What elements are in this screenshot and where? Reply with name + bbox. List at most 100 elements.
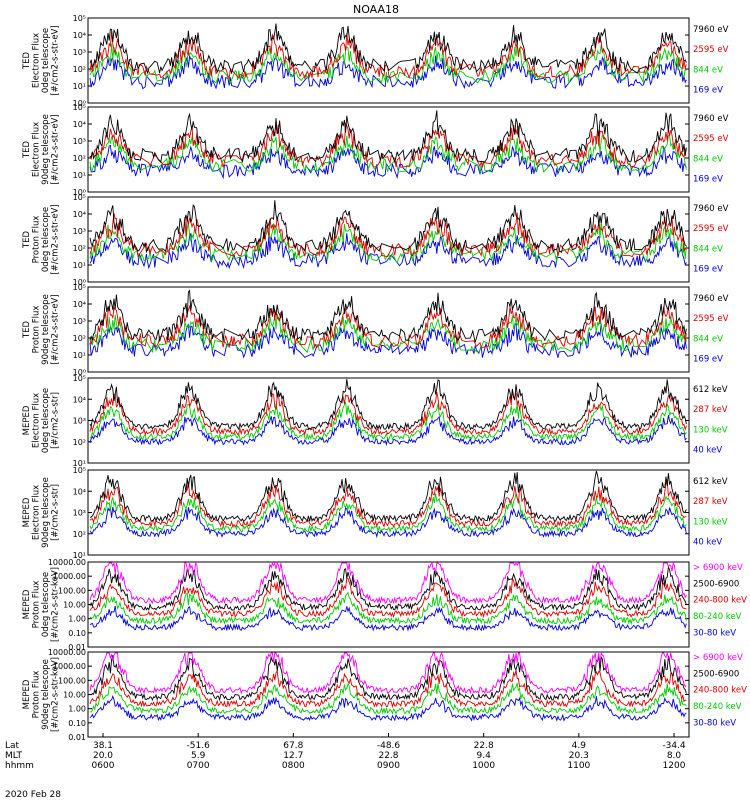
x-tick-label: -34.4: [662, 741, 686, 751]
x-tick-label: 4.9: [572, 741, 587, 751]
x-tick-label: 12.7: [283, 751, 303, 761]
panel-5: 10¹ 10² 10³ 10⁴ 10⁵ MEPEDElectron Flux0deg te…: [22, 374, 728, 468]
flux-trace-e00000: [89, 31, 687, 80]
y-tick-label: 10⁴: [73, 395, 86, 404]
x-tick-label: 5.9: [191, 751, 206, 761]
y-axis-label-line: TED: [22, 51, 32, 70]
legend-entry: > 6900 keV: [693, 653, 743, 663]
panel-2: 10⁰ 10¹ 10² 10³ 10⁴ 10⁵ TEDElectron Flux90deg …: [22, 103, 729, 197]
y-tick-label: 1000.00: [53, 572, 86, 581]
panel-4: 10⁰ 10¹ 10² 10³ 10⁴ 10⁵ TEDProton Flux90deg te…: [22, 283, 729, 377]
y-axis-label-line: 0deg telescope: [41, 572, 51, 637]
flux-trace-e00000: [89, 390, 687, 436]
legend-entry: 130 keV: [693, 425, 728, 435]
panel-7: 0.010.101.0010.00100.001000.0010000.00ME…: [22, 558, 747, 652]
y-axis-label-line: TED: [22, 140, 32, 159]
y-tick-label: 10⁵: [73, 466, 86, 475]
x-row-name: hhmm: [5, 761, 34, 771]
x-tick-label: 0800: [282, 761, 305, 771]
legend-entry: 287 keV: [693, 497, 728, 507]
y-axis-label-line: [#/cm2-s-str-eV]: [50, 204, 60, 274]
y-axis-label-line: Electron Flux: [31, 33, 41, 88]
flux-trace-0000e0: [89, 506, 687, 539]
y-tick-label: 10³: [73, 509, 86, 518]
y-axis-label-line: MEPED: [22, 679, 32, 709]
y-axis-label: MEPEDElectron Flux0deg telescope[#/cm2-s…: [22, 388, 61, 453]
y-tick-label: 10⁵: [73, 283, 86, 292]
legend-entry: 169 eV: [693, 86, 723, 96]
y-tick-label: 0.10: [68, 719, 86, 728]
y-tick-label: 10⁵: [73, 103, 86, 112]
legend-entry: 80-240 keV: [693, 702, 742, 712]
legend-entry: 2500-6900: [693, 669, 739, 679]
y-axis-label-line: Electron Flux: [31, 485, 41, 540]
flux-trace-00cc00: [89, 682, 687, 715]
x-tick-label: 0900: [377, 761, 400, 771]
legend-entry: 7960 eV: [693, 114, 729, 124]
flux-trace-000000: [89, 200, 687, 254]
y-axis-label: TEDElectron Flux0deg telescope[#/cm2-s-s…: [22, 25, 61, 95]
y-tick-label: 0.10: [68, 629, 86, 638]
legend-entry: 169 eV: [693, 175, 723, 185]
panel-8: 0.010.101.0010.00100.001000.0010000.00ME…: [22, 648, 747, 742]
legend-entry: 2500-6900: [693, 579, 739, 589]
date-label: 2020 Feb 28: [5, 790, 61, 800]
y-axis-label-line: TED: [22, 320, 32, 339]
y-axis-label-line: Proton Flux: [31, 581, 41, 629]
y-axis-label-line: [#/cm2-s-str]: [50, 484, 60, 541]
flux-trace-ff00ff: [89, 561, 687, 605]
legend-entry: 612 keV: [693, 385, 728, 395]
y-tick-label: 10²: [73, 530, 86, 539]
legend-entry: 240-800 keV: [693, 596, 747, 606]
y-axis-label-line: Proton Flux: [31, 306, 41, 354]
y-tick-label: 10³: [73, 417, 86, 426]
y-axis-label-line: Proton Flux: [31, 671, 41, 719]
y-axis-label: MEPEDProton Flux90deg telescope[#/cm2-s-…: [22, 657, 61, 732]
y-tick-label: 10³: [73, 317, 86, 326]
y-tick-label: 10⁰: [73, 368, 86, 377]
panel-frame: [87, 17, 690, 104]
y-tick-label: 10³: [73, 227, 86, 236]
panel-3: 10⁰ 10¹ 10² 10³ 10⁴ 10⁵ TEDProton Flux0deg tel…: [22, 193, 729, 287]
legend-entry: 7960 eV: [693, 294, 729, 304]
flux-trace-00cc00: [89, 493, 687, 534]
y-tick-label: 100.00: [58, 676, 86, 685]
y-axis-label-line: 0deg telescope: [41, 388, 51, 453]
x-tick-label: 1200: [663, 761, 686, 771]
y-tick-label: 10³: [73, 48, 86, 57]
flux-traces: [89, 23, 687, 90]
y-axis-label-line: [#/cm2-s-str-eV]: [50, 294, 60, 364]
y-tick-label: 10³: [73, 137, 86, 146]
legend-entry: 169 eV: [693, 355, 723, 365]
y-axis-label: MEPEDProton Flux0deg telescope[#/cm2-s-s…: [22, 567, 61, 642]
y-tick-label: 10²: [73, 334, 86, 343]
x-tick-label: 67.8: [283, 741, 303, 751]
legend-entry: 612 keV: [693, 477, 728, 487]
x-tick-label: 0600: [92, 761, 115, 771]
flux-trace-e00000: [89, 122, 687, 169]
legend-entry: 240-800 keV: [693, 686, 747, 696]
legend-entry: 169 eV: [693, 265, 723, 275]
flux-trace-0000e0: [89, 695, 687, 722]
flux-trace-000000: [89, 110, 687, 164]
y-tick-label: 1.00: [68, 615, 86, 624]
flux-traces: [89, 110, 687, 180]
y-axis-label-line: Electron Flux: [31, 393, 41, 448]
x-row-name: Lat: [5, 741, 20, 751]
x-row-name: MLT: [5, 751, 23, 761]
x-tick-label: 22.8: [378, 751, 398, 761]
flux-trace-000000: [89, 470, 687, 523]
y-axis-label-line: MEPED: [22, 405, 32, 435]
panel-6: 10¹ 10² 10³ 10⁴ 10⁵ MEPEDElectron Flux90deg t…: [22, 466, 728, 560]
x-tick-label: 22.8: [474, 741, 494, 751]
y-axis-label-line: TED: [22, 230, 32, 249]
legend-entry: > 6900 keV: [693, 563, 743, 573]
y-tick-label: 10.00: [63, 691, 86, 700]
y-tick-label: 10⁵: [73, 14, 86, 23]
y-tick-label: 10⁰: [73, 278, 86, 287]
y-axis-label-line: 0deg telescope: [41, 28, 51, 93]
y-axis-label-line: [#/cm2-s-str]: [50, 392, 60, 449]
y-tick-label: 10⁴: [73, 120, 86, 129]
y-tick-label: 10¹: [73, 351, 86, 360]
